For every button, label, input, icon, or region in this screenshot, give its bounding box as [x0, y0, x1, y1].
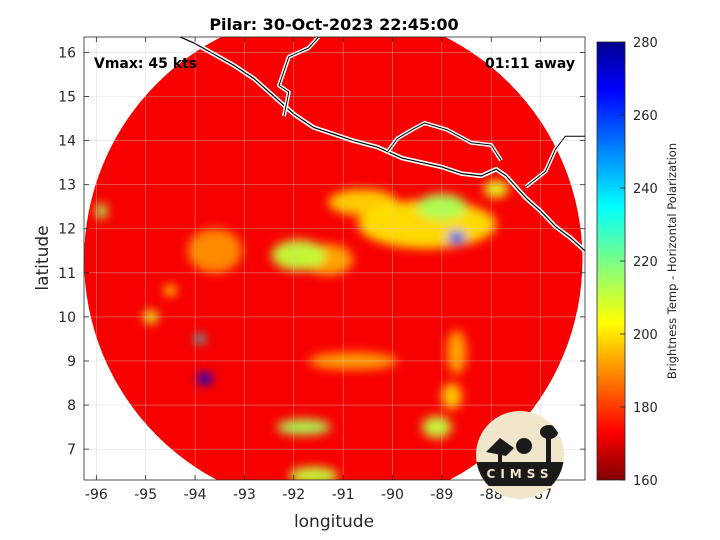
y-tick-label: 14: [58, 134, 76, 150]
cimss-logo: CIMSS: [476, 411, 564, 499]
vmax-annotation: Vmax: 45 kts: [94, 56, 197, 72]
y-tick-label: 7: [67, 442, 76, 458]
x-tick-label: -91: [332, 487, 355, 503]
y-tick-label: 9: [67, 354, 76, 370]
logo-tower-icon: [546, 436, 551, 464]
swath-layer: [84, 37, 585, 480]
convection-cell: [197, 372, 213, 385]
convection-cell: [164, 285, 177, 296]
colorbar-ticks: 160 180 200 220 240 260 280: [620, 36, 658, 489]
convection-cell: [276, 419, 331, 436]
convection-cell: [483, 180, 509, 198]
x-tick-label: -94: [184, 487, 207, 503]
y-tick-label: 16: [58, 45, 76, 61]
colorbar-label: Brightness Temp - Horizontal Polarizatio…: [665, 143, 679, 379]
grid-lines: [84, 37, 585, 480]
convection-cell: [288, 466, 339, 480]
colorbar-tick-label: 160: [633, 474, 658, 489]
logo-dome-icon: [516, 438, 532, 454]
convection-cell: [422, 416, 452, 439]
colorbar-tick-label: 180: [633, 401, 658, 416]
y-tick-label: 15: [58, 90, 76, 106]
colorbar-tick-label: 240: [633, 182, 658, 197]
colorbar-tick-label: 200: [633, 328, 658, 343]
convection-cell: [195, 334, 205, 344]
x-tick-label: -93: [233, 487, 256, 503]
chart-title: Pilar: 30-Oct-2023 22:45:00: [209, 15, 458, 34]
convection-cell: [447, 230, 466, 245]
x-tick-label: -95: [134, 487, 157, 503]
colorbar-tick-label: 220: [633, 255, 658, 270]
convection-cell: [446, 330, 467, 375]
coastline: [174, 37, 585, 253]
colorbar-tick-label: 260: [633, 109, 658, 124]
convection-cell: [187, 228, 242, 273]
logo-water-tank-icon: [540, 425, 558, 439]
colorbar-tick-label: 280: [633, 36, 658, 51]
y-tick-label: 8: [67, 398, 76, 414]
x-axis-label: longitude: [294, 512, 374, 532]
convection-cell: [95, 203, 108, 220]
y-tick-label: 10: [58, 310, 76, 326]
x-tick-label: -92: [282, 487, 305, 503]
y-axis-label: latitude: [33, 225, 53, 290]
logo-band: [476, 462, 564, 486]
colorbar: 160 180 200 220 240 260 280 Brightness Temp - …: [596, 36, 679, 489]
convection-cell: [441, 383, 462, 410]
logo-dish-stand: [498, 452, 502, 464]
convection-cell: [271, 239, 326, 271]
x-tick-label: -89: [430, 487, 453, 503]
time-away-annotation: 01:11 away: [485, 56, 575, 72]
y-tick-label: 12: [58, 222, 76, 238]
convection-features: [95, 180, 509, 480]
logo-dish-icon: [486, 438, 514, 456]
axes-frame: [83, 36, 586, 481]
x-tick-label: -90: [381, 487, 404, 503]
logo-text: CIMSS: [487, 467, 554, 481]
y-tick-label: 13: [58, 178, 76, 194]
axis-ticks: -96 -95 -94 -93 -92 -91 -90 -89 -88 -877891011121…: [58, 37, 585, 503]
y-tick-label: 11: [58, 266, 76, 282]
x-tick-label: -96: [85, 487, 108, 503]
